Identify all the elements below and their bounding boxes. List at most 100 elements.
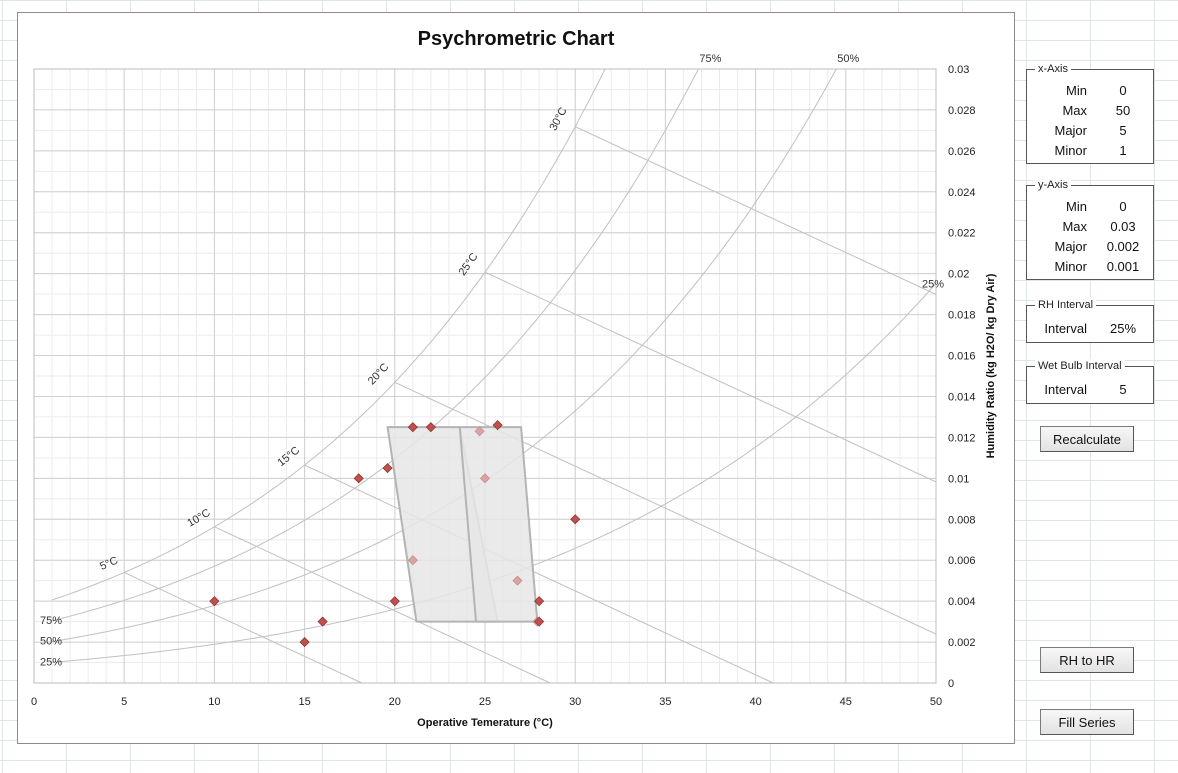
x-tick-label: 5	[121, 696, 127, 708]
x-tick-label: 35	[659, 696, 671, 708]
recalculate-button[interactable]: Recalculate	[1040, 426, 1134, 452]
rh-curve-label-left: 50%	[40, 636, 62, 648]
x-minor-value[interactable]: 1	[1119, 143, 1127, 158]
rh-curve-label-left: 75%	[40, 615, 62, 627]
x-tick-label: 10	[208, 696, 220, 708]
x-tick-label: 25	[479, 696, 491, 708]
data-point	[407, 422, 418, 433]
data-point	[479, 473, 491, 484]
y-tick-label: 0.022	[948, 228, 976, 240]
y-major-row: Major 0.002	[1027, 236, 1153, 256]
rh-interval-value[interactable]: 25%	[1109, 321, 1137, 336]
data-point	[570, 514, 581, 525]
x-axis-settings-title: x-Axis	[1035, 62, 1071, 76]
rh-interval-settings: RH Interval Interval 25%	[1026, 298, 1154, 343]
rh-curve-label-top: 50%	[837, 53, 859, 65]
wet-bulb-line	[214, 526, 551, 683]
data-point	[209, 596, 220, 607]
y-min-row: Min 0	[1027, 196, 1153, 216]
data-point	[389, 596, 400, 607]
y-tick-label: 0.008	[948, 514, 976, 526]
chart-area[interactable]: 5°C 10°C 15°C 20°C 25°C 30°C 25% 50% 75% 25% 50% 75…	[17, 12, 1015, 744]
x-max-label: Max	[1062, 103, 1087, 118]
rh-to-hr-button[interactable]: RH to HR	[1040, 647, 1134, 673]
rh-curve-label-left: 25%	[40, 656, 62, 668]
wet-bulb-line	[304, 464, 774, 683]
data-point	[534, 596, 545, 607]
y-tick-label: 0.002	[948, 637, 976, 649]
y-axis-settings-title: y-Axis	[1035, 178, 1071, 192]
data-point	[382, 463, 393, 474]
data-point	[299, 637, 310, 648]
wet-bulb-line	[123, 572, 363, 683]
fill-series-button[interactable]: Fill Series	[1040, 709, 1134, 735]
x-tick-label: 40	[749, 696, 761, 708]
y-min-label: Min	[1066, 199, 1087, 214]
y-max-value[interactable]: 0.03	[1110, 219, 1136, 234]
data-point	[425, 422, 436, 433]
y-minor-label: Minor	[1054, 259, 1087, 274]
wet-bulb-interval-row: Interval 5	[1027, 379, 1153, 399]
wet-bulb-interval-value[interactable]: 5	[1119, 382, 1127, 397]
y-max-row: Max 0.03	[1027, 216, 1153, 236]
y-major-label: Major	[1054, 239, 1087, 254]
data-point	[474, 426, 485, 437]
y-tick-label: 0.026	[948, 146, 976, 158]
rh-interval-label: Interval	[1044, 321, 1087, 336]
x-tick-label: 45	[840, 696, 852, 708]
data-point	[492, 420, 503, 431]
y-minor-row: Minor 0.001	[1027, 256, 1153, 276]
x-axis-settings: x-Axis Min 0 Max 50 Major 5 Minor 1	[1026, 62, 1154, 164]
x-tick-label: 15	[298, 696, 310, 708]
wet-bulb-interval-label: Interval	[1044, 382, 1087, 397]
y-tick-label: 0.028	[948, 105, 976, 117]
plot-border	[33, 68, 937, 684]
x-minor-row: Minor 1	[1027, 140, 1153, 160]
data-point	[407, 555, 418, 566]
y-tick-label: 0.006	[948, 555, 976, 567]
wet-bulb-interval-settings: Wet Bulb Interval Interval 5	[1026, 359, 1154, 404]
data-point	[353, 473, 364, 484]
y-min-value[interactable]: 0	[1119, 199, 1127, 214]
rh-curve	[51, 69, 606, 601]
y-axis-settings: y-Axis Min 0 Max 0.03 Major 0.002 Minor …	[1026, 178, 1154, 280]
y-minor-value[interactable]: 0.001	[1106, 259, 1140, 274]
x-major-label: Major	[1054, 123, 1087, 138]
y-axis-title: Humidity Ratio (kg H2O/ kg Dry Air)	[985, 273, 997, 458]
rh-interval-title: RH Interval	[1035, 298, 1097, 312]
y-major-value[interactable]: 0.002	[1106, 239, 1140, 254]
y-tick-label: 0.018	[948, 310, 976, 322]
x-min-value[interactable]: 0	[1119, 83, 1127, 98]
rh-curve-label-top: 75%	[699, 53, 721, 65]
wet-bulb-line	[574, 126, 936, 296]
y-tick-label: 0	[948, 678, 954, 690]
x-tick-label: 20	[389, 696, 401, 708]
psychrometric-chart: 5°C10°C15°C20°C25°C30°C25%50%75%25%50%75…	[31, 28, 997, 729]
y-tick-label: 0.01	[948, 473, 969, 485]
y-tick-label: 0.014	[948, 391, 976, 403]
x-min-label: Min	[1066, 83, 1087, 98]
x-max-row: Max 50	[1027, 100, 1153, 120]
wet-bulb-interval-title: Wet Bulb Interval	[1035, 359, 1125, 373]
data-point	[317, 616, 328, 627]
rh-interval-row: Interval 25%	[1027, 318, 1153, 338]
x-tick-label: 50	[930, 696, 942, 708]
x-minor-label: Minor	[1054, 143, 1087, 158]
rh-curve	[51, 69, 699, 622]
rh-curve-label-right: 25%	[922, 278, 944, 290]
x-tick-label: 30	[569, 696, 581, 708]
x-max-value[interactable]: 50	[1115, 103, 1131, 118]
y-tick-label: 0.03	[948, 64, 969, 76]
data-point	[534, 616, 545, 627]
x-min-row: Min 0	[1027, 80, 1153, 100]
x-tick-label: 0	[31, 696, 37, 708]
y-tick-label: 0.016	[948, 351, 976, 363]
chart-title: Psychrometric Chart	[418, 28, 615, 50]
y-max-label: Max	[1062, 219, 1087, 234]
x-axis-title: Operative Temerature (°C)	[417, 717, 553, 729]
x-major-value[interactable]: 5	[1119, 123, 1127, 138]
y-tick-label: 0.004	[948, 596, 976, 608]
y-tick-label: 0.024	[948, 187, 976, 199]
wet-bulb-line	[484, 271, 936, 483]
y-tick-label: 0.02	[948, 269, 969, 281]
